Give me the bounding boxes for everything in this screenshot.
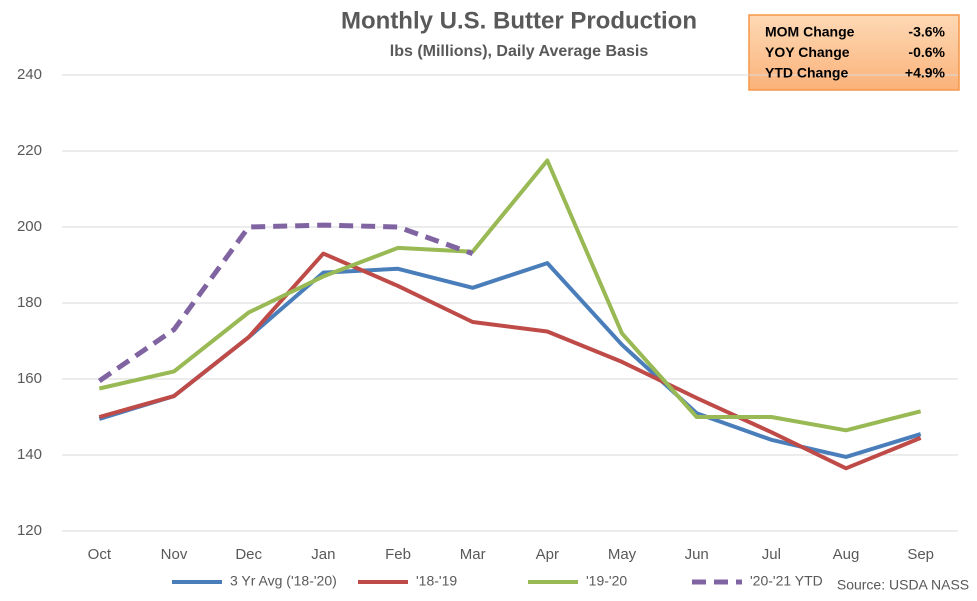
info-label: YOY Change: [765, 44, 850, 60]
info-box: [748, 14, 960, 91]
x-tick-label: May: [608, 546, 637, 563]
legend-label: 3 Yr Avg ('18-'20): [230, 573, 337, 589]
x-tick-label: Oct: [88, 546, 112, 563]
x-tick-label: Feb: [385, 546, 411, 563]
x-tick-label: Mar: [460, 546, 486, 563]
legend-label: '19-'20: [586, 573, 627, 589]
x-tick-label: Dec: [235, 546, 262, 563]
x-tick-label: Jun: [685, 546, 709, 563]
info-value: +4.9%: [905, 65, 946, 81]
series-line: [98, 251, 922, 471]
y-tick-label: 200: [17, 218, 42, 235]
source: Source: USDA NASS: [837, 577, 969, 593]
y-tick-label: 220: [17, 142, 42, 159]
x-tick-label: Jul: [762, 546, 781, 563]
info-label: MOM Change: [765, 24, 855, 40]
x-tick-label: Jan: [311, 546, 335, 563]
y-tick-label: 160: [17, 370, 42, 387]
y-tick-label: 240: [17, 66, 42, 83]
y-tick-label: 180: [17, 294, 42, 311]
x-tick-label: Aug: [833, 546, 860, 563]
info-label: YTD Change: [765, 65, 848, 81]
chart-subtitle: lbs (Millions), Daily Average Basis: [390, 43, 649, 60]
series-line: [98, 158, 922, 433]
info-value: -3.6%: [908, 24, 945, 40]
legend-label: '18-'19: [416, 573, 457, 589]
x-tick-label: Apr: [536, 546, 559, 563]
y-tick-label: 120: [17, 522, 42, 539]
series-line: [97, 222, 474, 383]
x-tick-label: Sep: [907, 546, 934, 563]
legend-label: '20-'21 YTD: [750, 573, 823, 589]
info-value: -0.6%: [908, 44, 945, 60]
x-tick-label: Nov: [161, 546, 188, 563]
chart-title: Monthly U.S. Butter Production: [341, 7, 697, 34]
y-tick-label: 140: [17, 446, 42, 463]
